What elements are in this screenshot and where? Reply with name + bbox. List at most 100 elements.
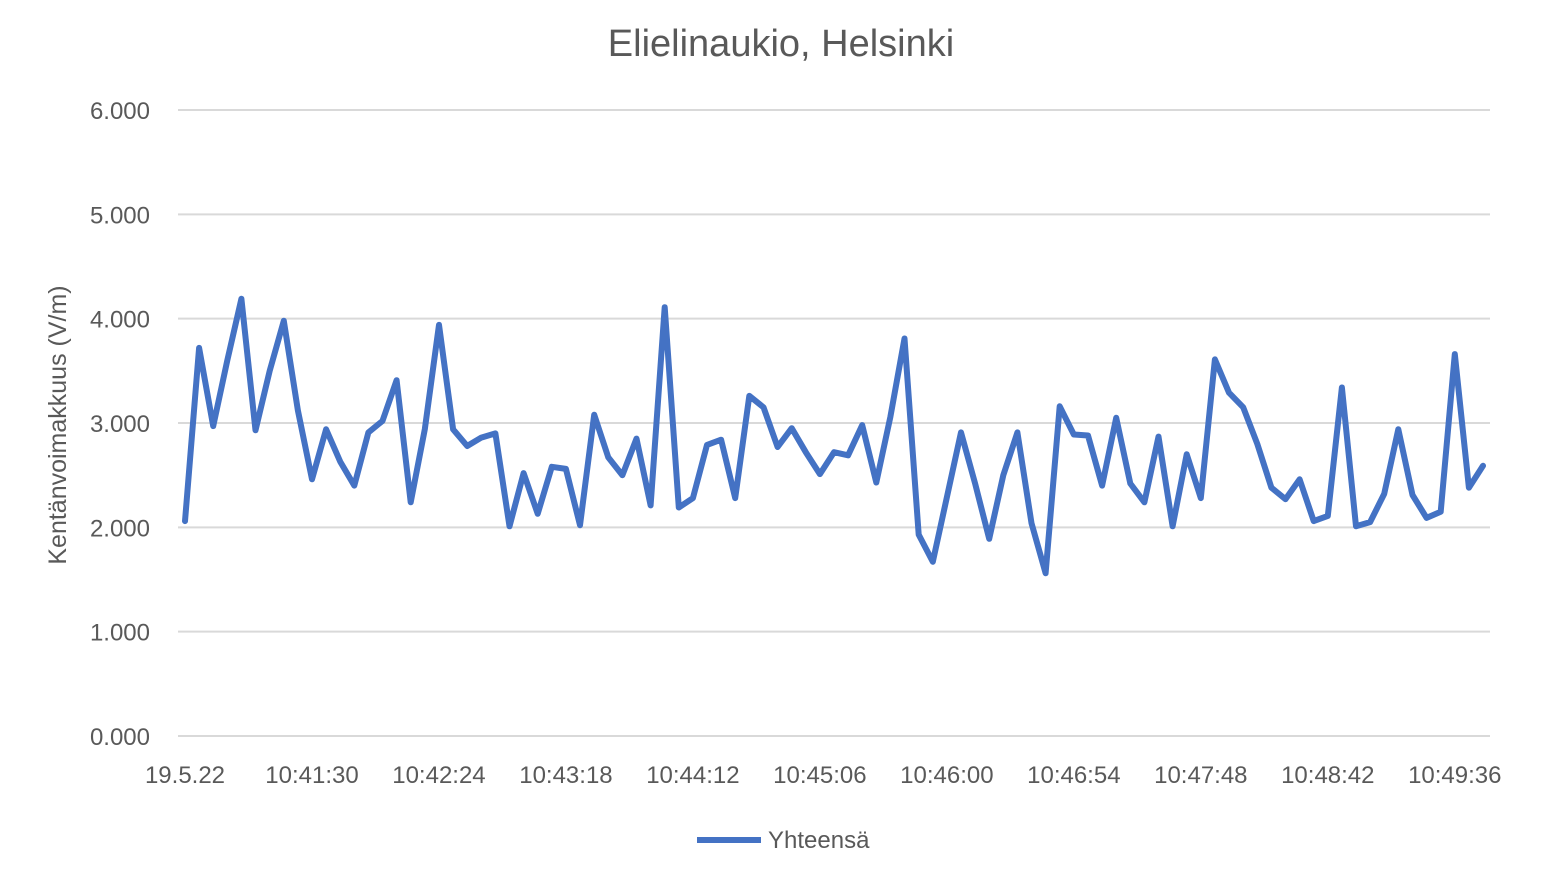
data-point [423,428,426,431]
data-point [508,525,511,528]
data-point [268,369,271,372]
data-point [254,429,257,432]
data-point [1242,406,1245,409]
data-point [1425,516,1428,519]
data-point [494,432,497,435]
data-point [310,478,313,481]
data-point [1213,358,1216,361]
data-point [1058,405,1061,408]
data-point [593,413,596,416]
legend: Yhteensä [697,827,870,854]
data-point [635,437,638,440]
data-point [677,506,680,509]
data-point [437,323,440,326]
data-point [325,428,328,431]
x-tick-label: 10:45:06 [773,762,866,789]
data-point [903,337,906,340]
data-point [1101,484,1104,487]
y-tick-label: 1.000 [90,620,150,647]
data-point [1256,442,1259,445]
data-point [452,428,455,431]
data-point [720,438,723,441]
data-point [184,520,186,523]
y-tick-label: 5.000 [90,202,150,229]
data-point [367,431,370,434]
data-point [959,431,962,434]
data-point [1228,391,1231,394]
data-point [607,456,610,459]
data-point [536,512,539,515]
x-tick-label: 10:47:48 [1154,762,1247,789]
x-tick-label: 10:41:30 [265,762,358,789]
data-point [889,415,892,418]
data-point [1030,522,1033,525]
data-point [621,474,624,477]
data-point [663,306,666,309]
data-point [1129,482,1132,485]
x-tick-label: 10:42:24 [392,762,485,789]
data-point [579,524,582,527]
gridlines [178,109,1490,737]
data-point [466,444,469,447]
data-point [776,445,779,448]
data-point [1171,525,1174,528]
data-point [212,425,215,428]
data-point [1086,434,1089,437]
data-point [1072,433,1075,436]
x-tick-label: 10:43:18 [519,762,612,789]
data-point [1397,428,1400,431]
data-point [1312,520,1315,523]
data-point [480,436,483,439]
y-axis-label: Kentänvoimakkuus (V/m) [44,285,72,564]
data-point [1115,416,1118,419]
series-layer [182,295,1486,577]
data-point [1326,514,1329,517]
data-point [945,496,948,499]
data-point [1383,492,1386,495]
data-point [522,472,525,475]
data-point [1143,501,1146,504]
x-axis-ticks: 19.5.22 10:41:30 10:42:24 10:43:18 10:44:12 1… [145,762,1502,789]
x-tick-label: 10:46:54 [1027,762,1120,789]
y-tick-label: 6.000 [90,98,150,125]
data-point [282,319,285,322]
data-point [691,497,694,500]
data-point [649,504,652,507]
data-point [1340,386,1343,389]
data-point [818,473,821,476]
data-point [1199,497,1202,500]
series-line-yhteensa [182,295,1486,577]
data-point [1284,498,1287,501]
data-point [339,460,342,463]
data-point [1298,478,1301,481]
y-tick-label: 4.000 [90,307,150,334]
data-point [381,419,384,422]
data-point [1369,521,1372,524]
data-point [1439,510,1442,513]
data-point [734,497,737,500]
x-tick-label: 19.5.22 [145,762,225,789]
data-point [1411,493,1414,496]
data-point [1185,453,1188,456]
data-point [1355,525,1358,528]
data-point [409,501,412,504]
chart-title: Elielinaukio, Helsinki [608,23,954,65]
data-point [790,427,793,430]
y-axis-ticks: 0.000 1.000 2.000 3.000 4.000 5.000 6.000 [90,98,150,751]
data-point [748,394,751,397]
data-point [1002,474,1005,477]
data-point [550,465,553,468]
data-point [861,424,864,427]
data-point [395,379,398,382]
data-point [240,297,243,300]
data-point [974,482,977,485]
data-point [1453,353,1456,356]
x-tick-label: 10:46:00 [900,762,993,789]
x-tick-label: 10:49:36 [1408,762,1501,789]
data-point [875,481,878,484]
data-point [706,443,709,446]
data-point [353,484,356,487]
data-point [564,467,567,470]
data-point [1482,464,1484,467]
